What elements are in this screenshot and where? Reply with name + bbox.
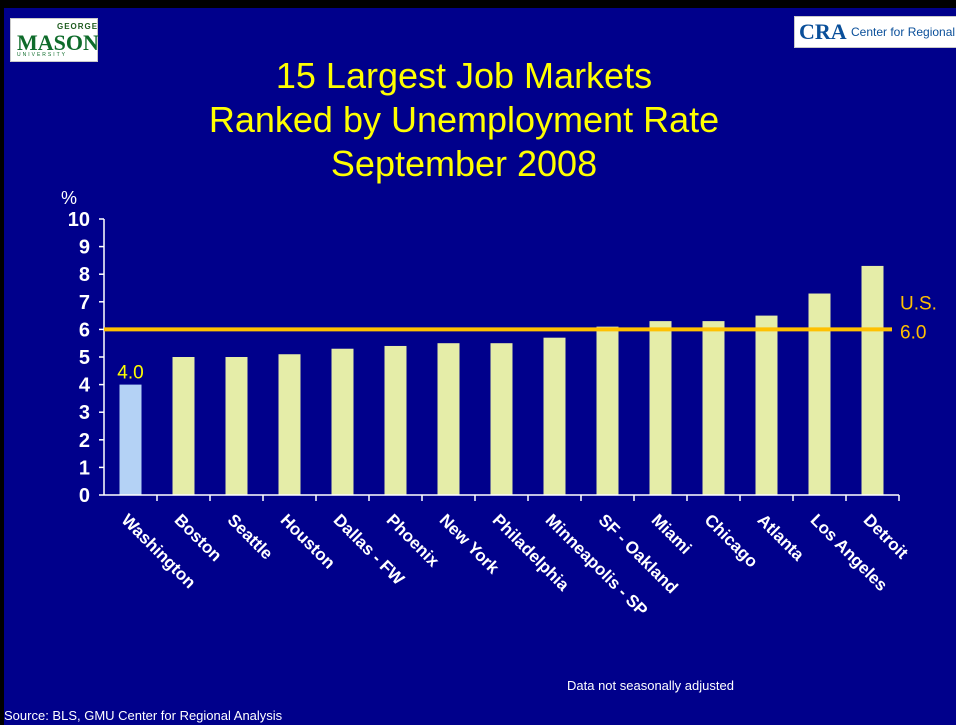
bar — [437, 343, 460, 495]
seasonal-note: Data not seasonally adjusted — [567, 678, 734, 693]
y-tick-label: 9 — [79, 237, 90, 259]
bar — [861, 265, 884, 495]
bar — [384, 345, 407, 495]
y-tick-label: 4 — [79, 375, 91, 397]
bar — [278, 354, 301, 495]
logo-line1: GEORGE — [57, 22, 99, 31]
y-tick-label: 7 — [79, 292, 90, 314]
bar — [331, 348, 354, 495]
x-tick-label: Detroit — [860, 510, 912, 562]
bar — [702, 321, 725, 495]
bar — [172, 357, 195, 495]
y-axis-label: % — [61, 188, 77, 208]
george-mason-logo: GEORGE MASON UNIVERSITY — [10, 18, 99, 62]
y-tick-label: 2 — [79, 430, 90, 452]
bar — [225, 357, 248, 495]
y-tick-label: 5 — [79, 347, 90, 369]
cra-mark: CRA — [799, 19, 847, 44]
bar — [119, 384, 142, 495]
data-label: 4.0 — [117, 363, 143, 384]
source-text: Source: BLS, GMU Center for Regional Ana… — [4, 708, 283, 723]
y-tick-label: 8 — [79, 264, 90, 286]
bar — [596, 326, 619, 495]
y-tick-label: 10 — [68, 209, 90, 231]
y-tick-label: 3 — [79, 402, 90, 424]
y-tick-label: 0 — [79, 485, 90, 507]
logo-line2: MASON — [17, 30, 99, 55]
bar — [755, 315, 778, 495]
x-tick-label: Chicago — [701, 510, 762, 571]
x-tick-label: Miami — [648, 510, 696, 558]
title-line-1: 15 Largest Job Markets — [275, 55, 653, 96]
title-line-3: September 2008 — [330, 143, 598, 184]
logo-line3: UNIVERSITY — [17, 52, 68, 58]
title-line-2: Ranked by Unemployment Rate — [208, 99, 720, 140]
bar — [808, 293, 831, 495]
us-reference-value: 6.0 — [900, 322, 926, 343]
y-tick-label: 6 — [79, 319, 90, 341]
bar — [490, 343, 513, 495]
slide: GEORGE MASON UNIVERSITY CRA Center for R… — [4, 8, 956, 725]
x-tick-label: Seattle — [224, 510, 277, 563]
x-tick-label: Houston — [277, 510, 339, 572]
cra-logo: CRA Center for Regional Analy — [794, 16, 956, 48]
bar — [543, 337, 566, 495]
us-reference-label: U.S. — [900, 293, 937, 314]
y-tick-label: 1 — [79, 457, 90, 479]
bar — [649, 321, 672, 495]
cra-logo-text: Center for Regional Analy — [851, 25, 956, 39]
